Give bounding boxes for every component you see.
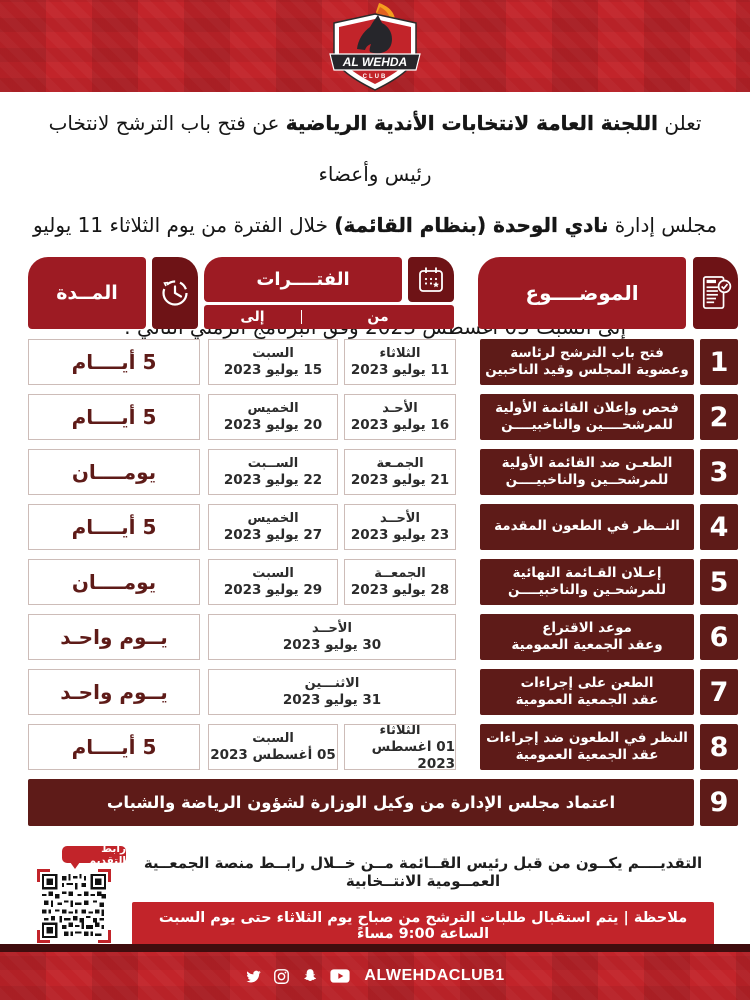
clock-icon xyxy=(152,257,198,329)
duration-cell: يــوم واحـد xyxy=(28,669,200,715)
column-header-periods: الفتــــرات xyxy=(204,257,402,302)
table-header: الموضــــوع الفتــــرات من إلى ا xyxy=(28,257,738,329)
row-subject: إعـلان القـائمة النهائية للمرشحـين والناخ… xyxy=(480,559,694,605)
row-subject: النــظر في الطعون المقدمة xyxy=(480,504,694,550)
row-number: 8 xyxy=(700,724,738,770)
row-subject: النظر في الطعون ضد إجراءات عقد الجمعية ال… xyxy=(480,724,694,770)
instagram-icon[interactable] xyxy=(273,968,290,985)
from-cell: الثلاثاء 01 اغسطس 2023 xyxy=(344,724,456,770)
single-date-cell: الاثنـــين 31 يوليو 2023 xyxy=(208,669,456,715)
row-number: 7 xyxy=(700,669,738,715)
intro-paragraph: تعلن اللجنة العامة لانتخابات الأندية الر… xyxy=(25,98,725,353)
table-row-4: 4 النــظر في الطعون المقدمة الأحــد 23 يو… xyxy=(28,504,738,550)
qr-corner-bracket xyxy=(37,869,50,882)
row-subject: الطعـن ضد القائمة الأولية للمرشحــين والن… xyxy=(480,449,694,495)
duration-cell: 5 أيــــام xyxy=(28,394,200,440)
qr-corner-bracket xyxy=(37,930,50,943)
table-row-7: 7 الطعن على إجراءات عقد الجمعية العمومية … xyxy=(28,669,738,715)
duration-cell: 5 أيــــام xyxy=(28,504,200,550)
row-number: 3 xyxy=(700,449,738,495)
row-number: 2 xyxy=(700,394,738,440)
bubble-tail xyxy=(70,862,80,869)
snapchat-icon[interactable] xyxy=(301,967,319,985)
row-number: 9 xyxy=(700,779,738,826)
row-number: 6 xyxy=(700,614,738,660)
al-wehda-club-logo: AL WEHDA CLUB xyxy=(329,3,421,91)
ribbon xyxy=(329,53,421,71)
table-row-1: 1 فتح باب الترشح لرئاسة وعضوية المجلس وقي… xyxy=(28,339,738,385)
logo-name: AL WEHDA xyxy=(342,55,407,69)
qr-block: رابط التقديم xyxy=(34,843,126,943)
checklist-icon xyxy=(693,257,738,329)
footer-divider-strip xyxy=(0,944,750,952)
note-bar: ملاحظة | يتم استقبال طلبات الترشح من صبا… xyxy=(132,902,714,950)
row-subject: فحص وإعلان القائمة الأولية للمرشحــــين و… xyxy=(480,394,694,440)
band-pattern xyxy=(0,952,750,1000)
row-subject: موعد الاقتراع وعقد الجمعية العمومية xyxy=(480,614,694,660)
duration-cell: يــوم واحـد xyxy=(28,614,200,660)
qr-corner-bracket xyxy=(98,930,111,943)
column-header-from: من xyxy=(367,309,389,325)
from-cell: الأحـد 16 يوليو 2023 xyxy=(344,394,456,440)
social-handle: ALWEHDACLUB1 xyxy=(364,967,505,984)
to-cell: السبت 15 يوليو 2023 xyxy=(208,339,338,385)
qr-code[interactable] xyxy=(37,869,111,943)
duration-cell: 5 أيــــام xyxy=(28,339,200,385)
duration-cell: يومــــان xyxy=(28,449,200,495)
table-row-6: 6 موعد الاقتراع وعقد الجمعية العمومية الأ… xyxy=(28,614,738,660)
table-row-5: 5 إعـلان القـائمة النهائية للمرشحـين والن… xyxy=(28,559,738,605)
row9-fullwidth-bar: اعتماد مجلس الإدارة من وكيل الوزارة لشؤو… xyxy=(28,779,694,826)
horse-icon xyxy=(357,15,392,54)
row-number: 1 xyxy=(700,339,738,385)
to-cell: السبت 05 أغسطس 2023 xyxy=(208,724,338,770)
to-cell: السبت 29 يوليو 2023 xyxy=(208,559,338,605)
footer-band: ALWEHDACLUB1 xyxy=(0,952,750,1000)
qr-label-bubble: رابط التقديم xyxy=(62,843,126,867)
to-cell: الخميس 20 يوليو 2023 xyxy=(208,394,338,440)
column-header-subject: الموضــــوع xyxy=(478,257,686,329)
intro-line-1: تعلن اللجنة العامة لانتخابات الأندية الر… xyxy=(48,111,702,186)
intro-line-2: مجلس إدارة نادي الوحدة (بنظام القائمة) خ… xyxy=(32,213,718,288)
table-row-3: 3 الطعـن ضد القائمة الأولية للمرشحــين وا… xyxy=(28,449,738,495)
from-cell: الجمـعة 21 يوليو 2023 xyxy=(344,449,456,495)
duration-cell: 5 أيــــام xyxy=(28,724,200,770)
table-row-2: 2 فحص وإعلان القائمة الأولية للمرشحــــين… xyxy=(28,394,738,440)
logo-sub: CLUB xyxy=(363,74,388,80)
schedule-table: 1 فتح باب الترشح لرئاسة وعضوية المجلس وقي… xyxy=(28,339,738,835)
twitter-icon[interactable] xyxy=(245,968,262,985)
row-number: 5 xyxy=(700,559,738,605)
table-row-8: 8 النظر في الطعون ضد إجراءات عقد الجمعية … xyxy=(28,724,738,770)
submission-section: التقديــــم يكــون من قبل رئيس القــائمة… xyxy=(132,854,714,950)
calendar-icon xyxy=(408,257,454,302)
from-cell: الأحــد 23 يوليو 2023 xyxy=(344,504,456,550)
from-cell: الثلاثاء 11 يوليو 2023 xyxy=(344,339,456,385)
column-header-to: إلى xyxy=(240,309,265,325)
fromto-divider xyxy=(301,310,302,324)
to-cell: الخميس 27 يوليو 2023 xyxy=(208,504,338,550)
from-cell: الجمعــة 28 يوليو 2023 xyxy=(344,559,456,605)
youtube-icon[interactable] xyxy=(330,968,350,984)
row-number: 4 xyxy=(700,504,738,550)
column-header-duration: المــدة xyxy=(28,257,146,329)
single-date-cell: الأحــد 30 يوليو 2023 xyxy=(208,614,456,660)
to-cell: الســبت 22 يوليو 2023 xyxy=(208,449,338,495)
submission-instruction: التقديــــم يكــون من قبل رئيس القــائمة… xyxy=(143,854,703,890)
duration-cell: يومــــان xyxy=(28,559,200,605)
row-subject: الطعن على إجراءات عقد الجمعية العمومية xyxy=(480,669,694,715)
fromto-subheader: من إلى xyxy=(204,305,454,329)
qr-corner-bracket xyxy=(98,869,111,882)
row-subject: فتح باب الترشح لرئاسة وعضوية المجلس وقيد … xyxy=(480,339,694,385)
footer-social-bar: ALWEHDACLUB1 xyxy=(0,952,750,1000)
table-row-9: 9 اعتماد مجلس الإدارة من وكيل الوزارة لش… xyxy=(28,779,738,826)
